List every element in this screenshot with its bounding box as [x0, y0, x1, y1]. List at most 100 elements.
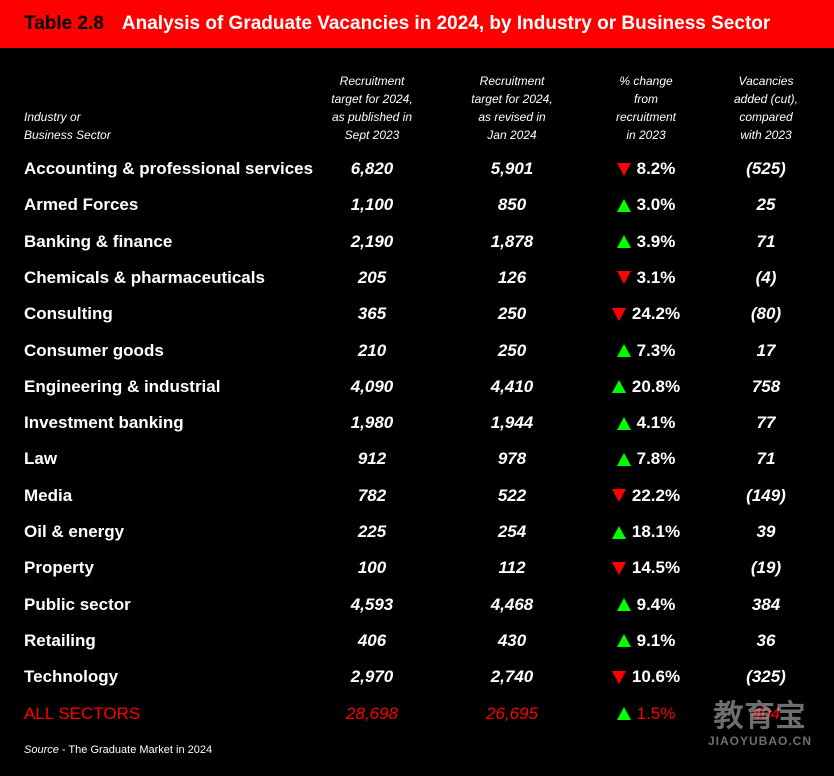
pct-change-value: 8.2%	[616, 154, 676, 184]
source-label: Source	[24, 744, 59, 756]
pct-change-cell: 18.1%	[596, 517, 696, 547]
vacancies-cell: 36	[756, 630, 776, 650]
triangle-down-icon	[611, 307, 626, 321]
triangle-up-icon	[611, 380, 626, 394]
target-published-cell: 1,980	[350, 413, 394, 433]
sector-cell: Engineering & industrial	[24, 376, 221, 396]
pct-change-cell: 14.5%	[596, 553, 696, 583]
header-line: Recruitment	[479, 74, 545, 88]
pct-change-value: 10.6%	[611, 662, 681, 692]
target-revised-cell: 430	[497, 630, 527, 650]
target-revised-cell: 1,944	[490, 413, 534, 433]
vacancies-cell: 39	[756, 522, 776, 541]
target-revised-cell: 4,468	[490, 594, 534, 614]
target-published-cell: 205	[357, 267, 387, 287]
pct-change-value: 18.1%	[611, 517, 680, 547]
triangle-up-icon	[616, 344, 631, 357]
pct-change-value: 20.8%	[611, 372, 680, 402]
header-line: compared	[739, 110, 793, 124]
pct-change-cell: 8.2%	[596, 154, 696, 184]
pct-change-text: 8.2%	[636, 159, 676, 178]
pct-change-value: 3.0%	[616, 190, 676, 220]
triangle-down-icon	[616, 162, 631, 176]
target-published-cell: 28,698	[346, 703, 398, 723]
header-line: as revised in	[478, 110, 546, 124]
triangle-up-icon	[616, 707, 631, 720]
target-revised-cell: 250	[497, 304, 527, 324]
table-row: Consumer goods 210 250 7.3% 17	[0, 336, 834, 366]
vacancies-cell: 71	[756, 231, 776, 251]
sector-cell: Retailing	[24, 630, 96, 650]
vacancies-cell: 25	[756, 195, 776, 215]
header-line: as published in	[331, 110, 413, 124]
table-row: Technology 2,970 2,740 10.6% (325)	[0, 662, 834, 692]
pct-change-text: 7.3%	[636, 340, 676, 360]
sector-cell: Property	[24, 558, 94, 578]
pct-change-cell: 4.1%	[596, 408, 696, 438]
target-published-cell: 4,593	[350, 594, 394, 614]
pct-change-value: 3.1%	[616, 263, 676, 293]
vacancies-cell: 77	[756, 413, 776, 433]
header-line: target for 2024,	[471, 92, 553, 106]
target-revised-cell: 26,695	[486, 703, 538, 723]
vacancies-cell: (19)	[750, 558, 782, 578]
table-row: Property 100 112 14.5% (19)	[0, 553, 834, 583]
triangle-up-icon	[616, 452, 631, 466]
target-published-cell: 365	[357, 304, 387, 324]
table-row: Retailing 406 430 9.1% 36	[0, 626, 834, 656]
pct-change-cell: 10.6%	[596, 662, 696, 692]
table-row: Law 912 978 7.8% 71	[0, 444, 834, 474]
target-published-cell: 210	[357, 340, 387, 360]
target-revised-cell: 1,878	[490, 231, 534, 251]
triangle-up-icon	[616, 235, 631, 249]
pct-change-cell: 3.9%	[596, 227, 696, 257]
triangle-up-icon	[616, 598, 631, 612]
vacancies-cell: 17	[756, 340, 776, 360]
sector-cell: Media	[24, 485, 73, 505]
vacancies-cell: 384	[751, 594, 781, 614]
pct-change-cell: 9.1%	[596, 626, 696, 656]
sector-cell: Consulting	[24, 304, 113, 324]
table-row: Media 782 522 22.2% (149)	[0, 481, 834, 511]
pct-change-text: 10.6%	[631, 667, 681, 687]
vacancies-cell: 71	[756, 449, 776, 469]
sector-cell: ALL SECTORS	[24, 703, 141, 723]
header-line: with 2023	[740, 128, 792, 142]
header-line: Vacancies	[738, 74, 794, 88]
header-line: Jan 2024	[487, 128, 537, 142]
target-revised-cell: 5,901	[490, 159, 534, 178]
header-vacancies: Vacancies added (cut), compared with 202…	[706, 72, 826, 144]
sector-cell: Chemicals & pharmaceuticals	[24, 267, 265, 287]
vacancies-cell: (149)	[746, 485, 786, 505]
pct-change-text: 14.5%	[631, 558, 681, 578]
header-line: in 2023	[626, 128, 666, 142]
target-published-cell: 100	[357, 558, 387, 578]
total-row: ALL SECTORS 28,698 26,695 1.5% 404	[0, 699, 834, 729]
target-revised-cell: 4,410	[490, 376, 534, 396]
target-published-cell: 1,100	[350, 195, 394, 215]
triangle-down-icon	[616, 271, 631, 285]
vacancies-cell: (525)	[746, 159, 786, 178]
triangle-up-icon	[611, 525, 626, 539]
target-published-cell: 225	[357, 522, 387, 541]
pct-change-cell: 3.1%	[596, 263, 696, 293]
triangle-up-icon	[616, 198, 631, 212]
table-row: Consulting 365 250 24.2% (80)	[0, 299, 834, 329]
target-revised-cell: 112	[498, 558, 526, 578]
pct-change-value: 7.8%	[616, 444, 675, 474]
target-revised-cell: 2,740	[490, 667, 534, 687]
pct-change-cell: 7.3%	[596, 336, 696, 366]
watermark-logo: 教育宝 JIAOYUBAO.CN	[702, 700, 818, 749]
pct-change-text: 3.1%	[636, 267, 676, 287]
source-note: Source - The Graduate Market in 2024	[24, 744, 212, 756]
target-revised-cell: 978	[497, 449, 527, 469]
triangle-up-icon	[616, 634, 631, 648]
target-published-cell: 2,190	[350, 231, 394, 251]
sector-cell: Oil & energy	[24, 522, 125, 541]
header-line: % change	[619, 74, 673, 88]
pct-change-text: 3.0%	[636, 195, 676, 215]
title-bar: Table 2.8 Analysis of Graduate Vacancies…	[0, 0, 834, 48]
header-line: Recruitment	[339, 74, 405, 88]
sector-cell: Technology	[24, 667, 119, 687]
pct-change-cell: 1.5%	[596, 699, 696, 729]
